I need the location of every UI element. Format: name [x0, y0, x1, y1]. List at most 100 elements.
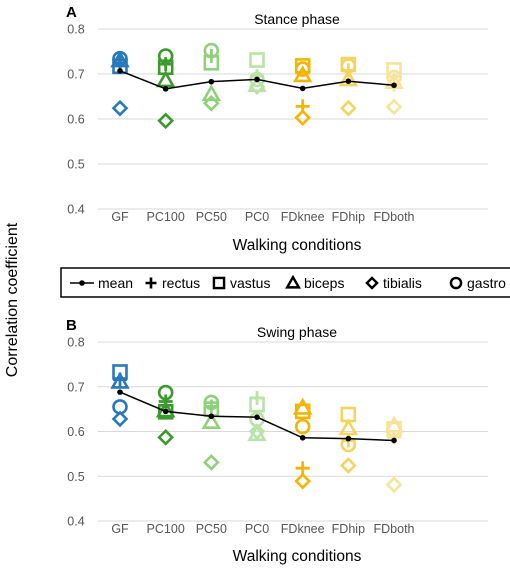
mean-marker — [254, 76, 260, 83]
tibialis-marker — [157, 112, 175, 130]
y-tick-label: 0.7 — [67, 68, 84, 82]
legend-gastro-marker — [449, 276, 463, 290]
series-tibialis-swing — [111, 410, 403, 494]
series-mean-swing — [117, 389, 397, 444]
gastro-marker — [294, 61, 311, 77]
legend-label: mean — [98, 275, 133, 291]
biceps-marker — [155, 70, 176, 88]
gastro-marker — [157, 384, 174, 401]
tibialis-marker — [203, 454, 220, 471]
y-tick-label: 0.6 — [67, 425, 84, 439]
plot-area-swing: 0.4 0.5 0.6 0.7 0.8 GF PC100 PC50 PC0 FDknee FDhip… — [67, 336, 488, 536]
rectus-marker — [295, 461, 310, 476]
x-tick-label: GF — [111, 210, 129, 224]
biceps-marker — [201, 411, 222, 430]
legend-tibialis-marker — [365, 276, 379, 290]
legend-biceps-marker — [285, 274, 301, 289]
gastro-marker — [157, 48, 174, 64]
tibialis-marker — [340, 99, 357, 117]
x-tick-label: PC50 — [196, 210, 227, 224]
gridlines-swing — [98, 341, 488, 522]
gridlines-stance — [98, 28, 488, 210]
mean-marker — [208, 78, 215, 85]
tibialis-marker — [340, 457, 357, 474]
x-tick-label: PC0 — [245, 522, 269, 536]
x-tick-label: PC100 — [147, 522, 185, 536]
x-tick-label: FDhip — [332, 210, 365, 224]
mean-marker — [162, 86, 169, 92]
chart-title-stance: Stance phase — [254, 11, 340, 27]
biceps-marker — [338, 418, 359, 436]
tibialis-marker — [294, 472, 312, 490]
chart-title-swing: Swing phase — [257, 324, 337, 340]
biceps-marker — [292, 397, 313, 415]
vastus-marker — [249, 52, 265, 68]
mean-marker — [391, 82, 397, 89]
gastro-marker — [203, 42, 220, 59]
y-axis-title: Correlation coefficient — [4, 222, 21, 377]
tibialis-marker — [294, 109, 312, 126]
rectus-marker — [158, 57, 173, 72]
legend-label: biceps — [304, 275, 344, 291]
legend-label: tibialis — [383, 275, 422, 291]
mean-marker — [391, 437, 397, 444]
x-tick-label: FDknee — [281, 210, 325, 224]
legend-vastus-marker — [212, 276, 226, 290]
x-tick-label: FDboth — [374, 210, 415, 224]
mean-marker — [208, 413, 215, 420]
legend-label: gastro — [467, 275, 506, 291]
mean-marker — [254, 414, 260, 420]
legend: mean rectus vastus biceps tibialis gastro — [60, 267, 510, 298]
vastus-marker — [294, 403, 311, 420]
y-tick-label: 0.4 — [67, 515, 84, 529]
y-tick-label: 0.8 — [67, 23, 84, 37]
gastro-marker — [340, 58, 357, 74]
gastro-marker — [112, 399, 128, 415]
legend-entry-rectus: rectus — [145, 275, 200, 291]
legend-box — [60, 267, 510, 298]
tibialis-marker — [385, 98, 403, 116]
legend-label: vastus — [230, 275, 270, 291]
mean-marker — [162, 408, 169, 415]
tibialis-marker — [248, 423, 266, 440]
mean-marker — [117, 68, 123, 74]
mean-marker — [299, 434, 306, 441]
mean-marker — [299, 85, 306, 92]
legend-entry-gastro: gastro — [449, 275, 506, 291]
legend-mean-marker — [79, 280, 85, 286]
legend-entry-mean: mean — [70, 275, 133, 291]
x-axis-title-swing: Walking conditions — [233, 548, 362, 565]
mean-marker — [117, 389, 123, 395]
y-tick-label: 0.5 — [67, 470, 84, 484]
x-tick-label: PC50 — [196, 522, 227, 536]
y-tick-label: 0.5 — [67, 158, 84, 172]
rectus-marker — [113, 372, 127, 387]
x-tick-label: PC100 — [147, 210, 185, 224]
x-tick-label: PC0 — [245, 210, 269, 224]
gastro-marker — [386, 421, 402, 438]
gastro-marker — [294, 418, 311, 435]
tibialis-marker — [111, 99, 129, 117]
legend-entry-vastus: vastus — [212, 275, 270, 291]
panel-label-a: A — [66, 4, 77, 21]
rectus-marker — [295, 99, 310, 114]
vastus-marker — [340, 406, 357, 423]
legend-rectus-marker — [145, 277, 157, 289]
x-tick-label: FDhip — [332, 522, 365, 536]
x-tick-label: FDboth — [374, 522, 415, 536]
legend-label: rectus — [162, 275, 200, 291]
tibialis-marker — [385, 476, 403, 494]
vastus-marker — [386, 62, 402, 78]
x-tick-label: FDknee — [281, 522, 325, 536]
biceps-marker — [247, 424, 267, 442]
gastro-marker — [112, 50, 128, 67]
rectus-marker — [158, 394, 173, 409]
biceps-marker — [201, 84, 222, 102]
x-tick-label: GF — [111, 522, 129, 536]
y-tick-label: 0.8 — [67, 336, 84, 350]
mean-marker — [345, 78, 352, 84]
tibialis-marker — [111, 410, 129, 428]
legend-entry-biceps: biceps — [285, 274, 344, 291]
mean-marker — [345, 435, 352, 442]
